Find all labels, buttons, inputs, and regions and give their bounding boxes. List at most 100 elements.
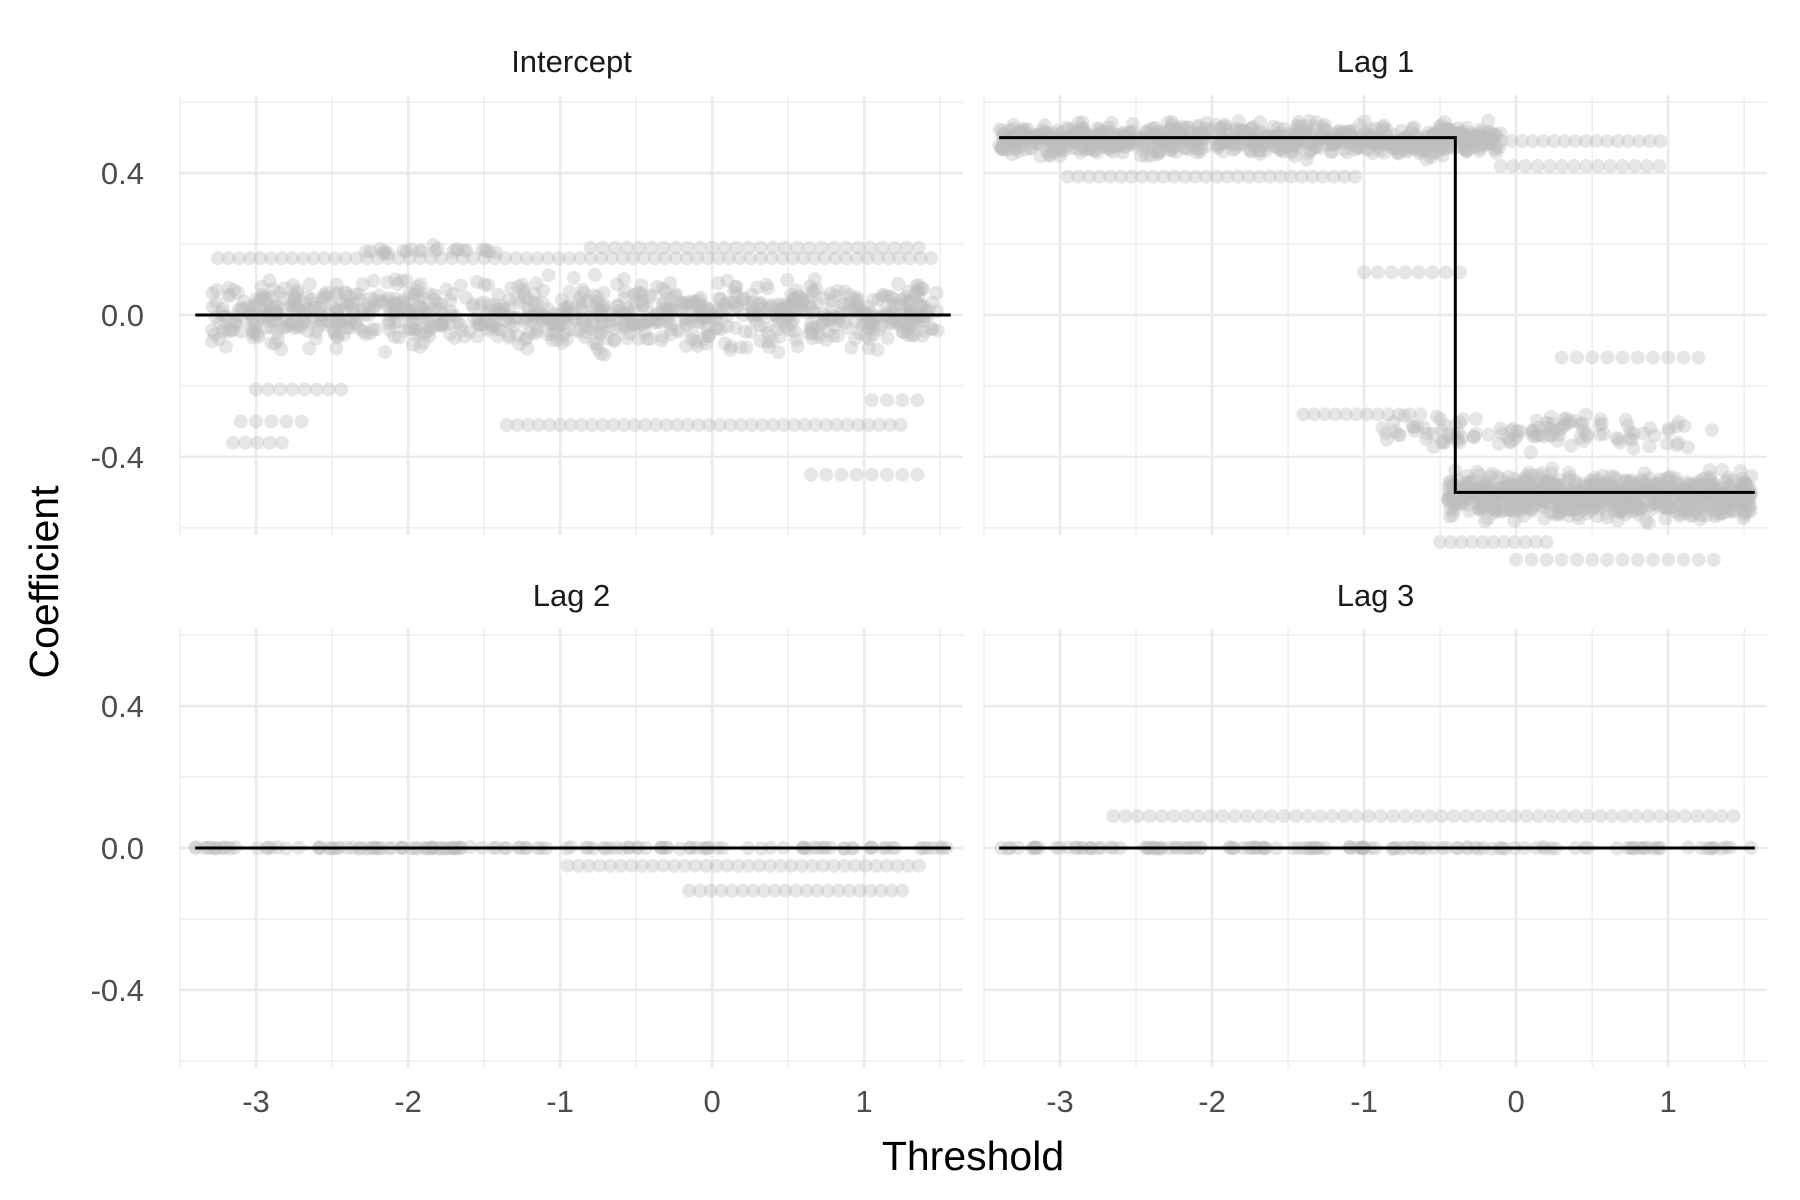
x-tick-label: -3 <box>242 1084 270 1119</box>
data-point <box>285 251 300 266</box>
data-point <box>1413 137 1428 152</box>
data-point <box>701 329 716 344</box>
data-point <box>361 298 376 312</box>
data-point <box>681 294 696 309</box>
data-point <box>885 291 900 306</box>
data-point <box>1370 138 1384 153</box>
data-point <box>784 287 799 302</box>
data-point <box>679 318 694 333</box>
data-point <box>672 324 687 339</box>
data-point <box>852 299 867 314</box>
data-point <box>253 251 268 266</box>
data-point <box>394 273 409 288</box>
data-point <box>1309 136 1324 151</box>
data-point <box>1524 552 1539 567</box>
data-point <box>828 251 843 266</box>
data-point <box>913 298 928 313</box>
data-point <box>812 330 827 345</box>
data-point <box>1277 122 1292 137</box>
data-point <box>391 251 406 266</box>
data-point <box>253 292 268 307</box>
data-point <box>1416 143 1431 158</box>
data-point <box>702 329 717 343</box>
data-point <box>376 246 391 261</box>
data-point <box>610 277 624 292</box>
data-point <box>342 298 357 312</box>
data-point <box>676 299 691 314</box>
data-point <box>339 321 354 336</box>
panel-title: Lag 3 <box>1337 578 1415 613</box>
data-point <box>291 320 305 335</box>
data-point <box>390 277 405 292</box>
x-tick-label: 1 <box>1660 1084 1677 1119</box>
data-point <box>1408 141 1423 156</box>
data-point <box>1410 137 1425 152</box>
data-point <box>1481 427 1496 442</box>
data-point <box>254 291 269 305</box>
data-point <box>1172 136 1187 151</box>
data-point <box>1277 129 1292 143</box>
data-point <box>670 322 685 337</box>
data-point <box>1278 140 1293 155</box>
x-tick-label: -1 <box>1350 1084 1378 1119</box>
data-point <box>1266 132 1281 147</box>
data-point <box>1190 120 1205 135</box>
data-point <box>865 292 880 307</box>
data-point <box>587 336 601 351</box>
data-point <box>1454 140 1469 155</box>
data-point <box>662 309 677 324</box>
data-point <box>663 275 677 290</box>
data-point <box>1413 144 1428 159</box>
data-point <box>789 296 804 311</box>
data-point <box>372 288 386 303</box>
x-axis-title: Threshold <box>882 1133 1064 1179</box>
data-point <box>734 418 748 432</box>
data-point <box>793 290 808 305</box>
data-point <box>329 277 344 292</box>
data-point <box>443 327 458 342</box>
data-point <box>1068 136 1083 150</box>
data-point <box>521 418 536 432</box>
data-point <box>637 325 652 340</box>
data-point <box>329 316 344 331</box>
data-point <box>410 313 425 328</box>
data-point <box>382 313 396 328</box>
data-point <box>501 330 516 345</box>
data-point <box>1064 128 1079 143</box>
data-point <box>617 272 632 286</box>
data-point <box>325 321 340 336</box>
data-point <box>1469 128 1484 143</box>
data-point <box>429 295 444 310</box>
data-point <box>1429 409 1444 424</box>
data-point <box>744 418 759 432</box>
data-point <box>1180 124 1195 139</box>
data-point <box>1473 122 1488 137</box>
data-point <box>1556 809 1571 824</box>
data-point <box>874 318 889 333</box>
data-point <box>872 309 887 324</box>
data-point <box>333 315 348 330</box>
data-point <box>724 339 738 354</box>
data-point <box>321 314 336 328</box>
data-point <box>1286 137 1301 152</box>
data-point <box>459 243 474 258</box>
data-point <box>459 290 474 305</box>
data-point <box>1438 137 1453 152</box>
data-point <box>848 301 863 316</box>
data-point <box>628 313 643 328</box>
data-point <box>638 418 653 432</box>
data-point <box>434 296 449 311</box>
data-point <box>1151 124 1166 139</box>
data-point <box>300 290 315 305</box>
data-point <box>1317 117 1332 132</box>
data-point <box>875 289 890 304</box>
data-point <box>1368 121 1383 136</box>
data-point <box>530 251 545 266</box>
data-point <box>1331 123 1346 138</box>
data-point <box>1530 159 1545 173</box>
data-point <box>690 339 705 354</box>
data-point <box>309 331 323 346</box>
data-point <box>1225 137 1240 152</box>
data-point <box>1468 140 1483 155</box>
data-point <box>1006 137 1021 152</box>
